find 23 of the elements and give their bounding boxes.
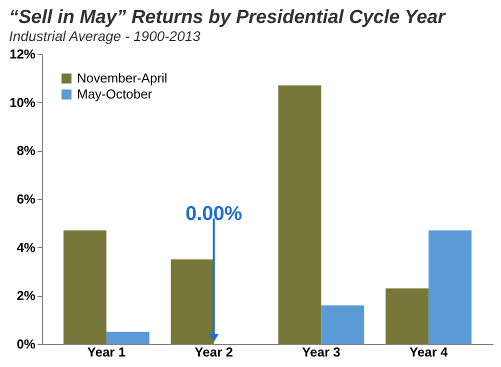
y-tick-label: 2% xyxy=(16,288,36,304)
y-tick-label: 4% xyxy=(16,240,36,255)
legend-label: November-April xyxy=(77,70,168,86)
chart-subtitle: Industrial Average - 1900-2013 xyxy=(8,28,201,44)
x-tick-label: Year 4 xyxy=(409,344,448,360)
y-tick-label: 0% xyxy=(16,336,36,352)
annotation: 0.00% xyxy=(185,203,242,225)
x-tick-label: Year 3 xyxy=(302,344,340,360)
bar xyxy=(321,305,364,344)
bar xyxy=(386,288,429,344)
bar xyxy=(278,85,322,344)
x-tick-label: Year 1 xyxy=(87,344,126,360)
legend-label: May-October xyxy=(77,86,153,102)
chart-title: “Sell in May” Returns by Presidential Cycle Year xyxy=(8,7,447,28)
bar xyxy=(428,230,472,344)
x-tick-label: Year 2 xyxy=(194,344,233,360)
bar xyxy=(106,332,150,344)
y-tick-label: 6% xyxy=(16,192,36,206)
bar xyxy=(170,259,214,344)
bar xyxy=(63,230,106,344)
y-tick-label: 10% xyxy=(9,94,36,110)
y-tick-label: 8% xyxy=(16,143,36,158)
y-tick-label: 12% xyxy=(9,46,36,62)
